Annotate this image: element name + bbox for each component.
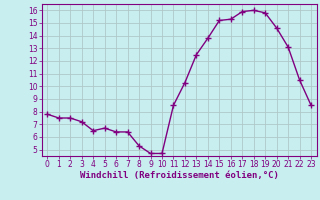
X-axis label: Windchill (Refroidissement éolien,°C): Windchill (Refroidissement éolien,°C)	[80, 171, 279, 180]
